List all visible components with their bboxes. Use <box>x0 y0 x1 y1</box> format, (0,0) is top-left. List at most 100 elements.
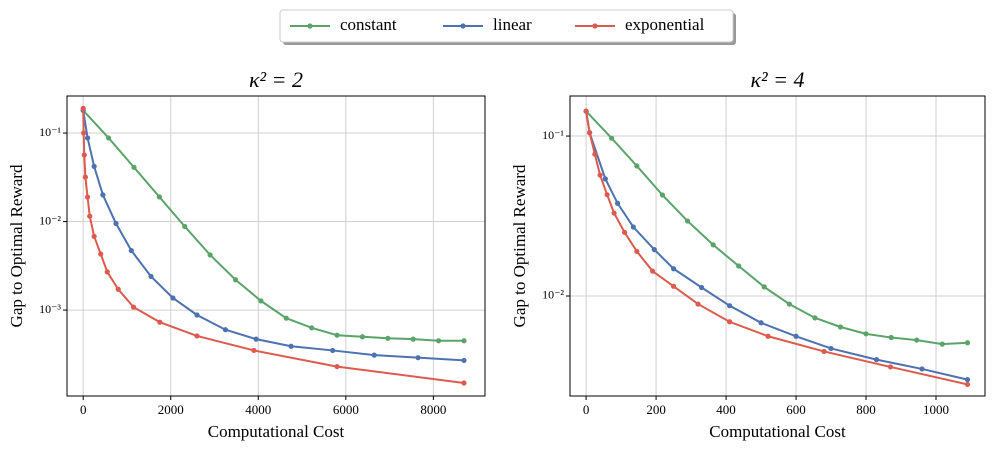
data-point <box>91 233 97 239</box>
x-tick-label: 4000 <box>245 402 271 417</box>
data-point <box>157 319 163 325</box>
x-tick-label: 8000 <box>420 402 446 417</box>
data-point <box>695 301 701 307</box>
x-tick-label: 2000 <box>158 402 184 417</box>
data-point <box>194 333 200 339</box>
legend-marker <box>592 23 598 29</box>
data-point <box>812 315 818 321</box>
data-point <box>251 347 257 354</box>
data-point <box>939 341 945 347</box>
data-point <box>194 312 200 318</box>
data-point <box>586 130 593 136</box>
y-tick-label: 10⁻² <box>39 213 61 227</box>
data-point <box>583 108 589 114</box>
series-line: constant <box>585 110 968 346</box>
data-point <box>919 366 925 372</box>
data-point <box>82 174 88 180</box>
data-point <box>84 194 91 200</box>
data-point <box>887 364 894 370</box>
series-line: exponential <box>82 108 465 385</box>
data-point <box>461 338 467 344</box>
data-point <box>232 277 239 283</box>
data-point <box>726 319 733 325</box>
data-point <box>604 192 610 198</box>
axes-frame <box>569 95 986 397</box>
data-point <box>131 164 137 170</box>
data-point <box>253 336 259 342</box>
data-point <box>611 210 617 216</box>
data-point <box>621 229 628 235</box>
data-point <box>182 223 188 230</box>
series-line: constant <box>82 109 464 342</box>
data-point <box>81 130 87 136</box>
data-point <box>888 334 894 341</box>
data-point <box>964 381 971 388</box>
data-point <box>288 343 294 349</box>
data-point <box>592 151 598 157</box>
legend-marker <box>307 23 313 29</box>
data-point <box>964 340 971 346</box>
data-point <box>793 333 799 339</box>
data-point <box>914 337 920 343</box>
x-tick-label: 800 <box>856 402 876 417</box>
axes-frame <box>66 95 486 397</box>
data-point <box>461 357 467 364</box>
data-point <box>670 266 677 272</box>
data-point <box>964 377 971 383</box>
data-point <box>786 301 792 307</box>
x-tick-label: 200 <box>646 402 666 417</box>
data-point <box>614 200 621 206</box>
data-point <box>170 295 176 301</box>
y-tick-label: 10⁻² <box>542 288 564 302</box>
legend-label: linear <box>493 15 532 34</box>
data-point <box>334 363 340 370</box>
data-point <box>87 213 93 219</box>
data-point <box>156 194 162 200</box>
y-axis-label: Gap to Optimal Reward <box>510 164 529 327</box>
data-point <box>222 327 229 333</box>
data-point <box>670 283 677 289</box>
x-tick-label: 0 <box>80 402 87 417</box>
data-point <box>698 284 705 291</box>
data-point <box>115 286 121 292</box>
data-point <box>105 135 112 141</box>
data-point <box>415 355 421 361</box>
data-point <box>873 357 880 363</box>
legend-label: exponential <box>625 15 705 34</box>
data-point <box>765 333 771 339</box>
x-axis-label: Computational Cost <box>709 422 846 441</box>
data-point <box>726 303 733 309</box>
data-point <box>634 163 640 169</box>
data-point <box>258 298 264 304</box>
data-point <box>758 320 764 326</box>
data-point <box>330 347 336 354</box>
data-point <box>128 247 134 254</box>
y-tick-label: 10⁻¹ <box>542 128 564 142</box>
x-axis-label: Computational Cost <box>208 422 345 441</box>
series-line: linear <box>82 110 465 362</box>
data-point <box>659 192 665 198</box>
data-point <box>207 252 213 258</box>
data-point <box>597 172 603 178</box>
data-point <box>736 263 742 269</box>
data-point <box>104 269 110 275</box>
data-point <box>385 335 391 341</box>
data-point <box>634 248 640 255</box>
chart-title: κ² = 2 <box>249 67 303 92</box>
data-point <box>710 242 716 248</box>
data-point <box>837 324 844 330</box>
data-point <box>461 380 467 386</box>
data-point <box>98 251 104 257</box>
data-point <box>81 152 87 158</box>
y-axis-label: Gap to Optimal Reward <box>7 164 26 327</box>
legend-box <box>279 9 734 43</box>
data-point <box>130 304 137 310</box>
data-point <box>359 334 366 340</box>
data-point <box>91 163 97 169</box>
data-point <box>649 268 656 274</box>
data-point <box>309 325 315 331</box>
series-line: exponential <box>585 111 968 386</box>
data-point <box>761 284 767 290</box>
x-tick-label: 6000 <box>333 402 359 417</box>
data-point <box>80 105 86 111</box>
